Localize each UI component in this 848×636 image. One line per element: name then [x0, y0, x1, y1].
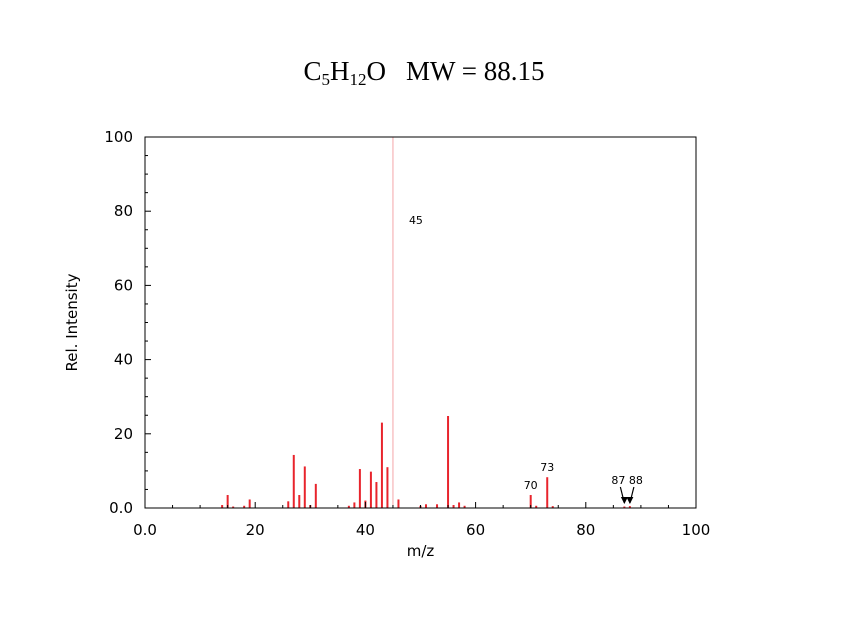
y-tick-label: 20	[114, 425, 133, 443]
y-axis: 0.0 20 40 60 80 100	[104, 128, 151, 517]
x-axis: 0.0 20 40 60 80 100	[133, 502, 710, 539]
chart-title: C5H12O MW = 88.15	[0, 56, 848, 90]
x-tick-label: 80	[576, 521, 595, 539]
y-tick-label: 80	[114, 202, 133, 220]
peak-label-70: 70	[524, 479, 538, 492]
peak-bars	[221, 137, 631, 508]
x-tick-label: 60	[466, 521, 485, 539]
molecular-weight: MW = 88.15	[406, 56, 545, 86]
peak-arrowhead-88	[626, 497, 634, 504]
x-tick-label: 20	[246, 521, 265, 539]
peak-label-45: 45	[409, 214, 423, 227]
peak-label-88: 88	[629, 474, 643, 487]
formula-element-o: O	[366, 56, 387, 86]
peak-arrowhead-87	[620, 497, 628, 504]
y-tick-label: 40	[114, 351, 133, 369]
formula-count-c: 5	[321, 70, 331, 89]
x-axis-label: m/z	[407, 542, 435, 560]
y-axis-label: Rel. Intensity	[63, 273, 81, 371]
formula-count-h: 12	[349, 70, 367, 89]
plot-frame	[144, 136, 697, 509]
y-tick-label: 60	[114, 276, 133, 294]
peak-label-87: 87	[611, 474, 625, 487]
x-tick-label: 0.0	[133, 521, 157, 539]
y-tick-label: 0.0	[109, 499, 133, 517]
x-tick-label: 40	[356, 521, 375, 539]
x-tick-label: 100	[682, 521, 711, 539]
peak-label-73: 73	[540, 461, 554, 474]
formula-element-h: H	[330, 56, 350, 86]
formula-element-c: C	[303, 56, 322, 86]
y-tick-label: 100	[104, 128, 133, 146]
